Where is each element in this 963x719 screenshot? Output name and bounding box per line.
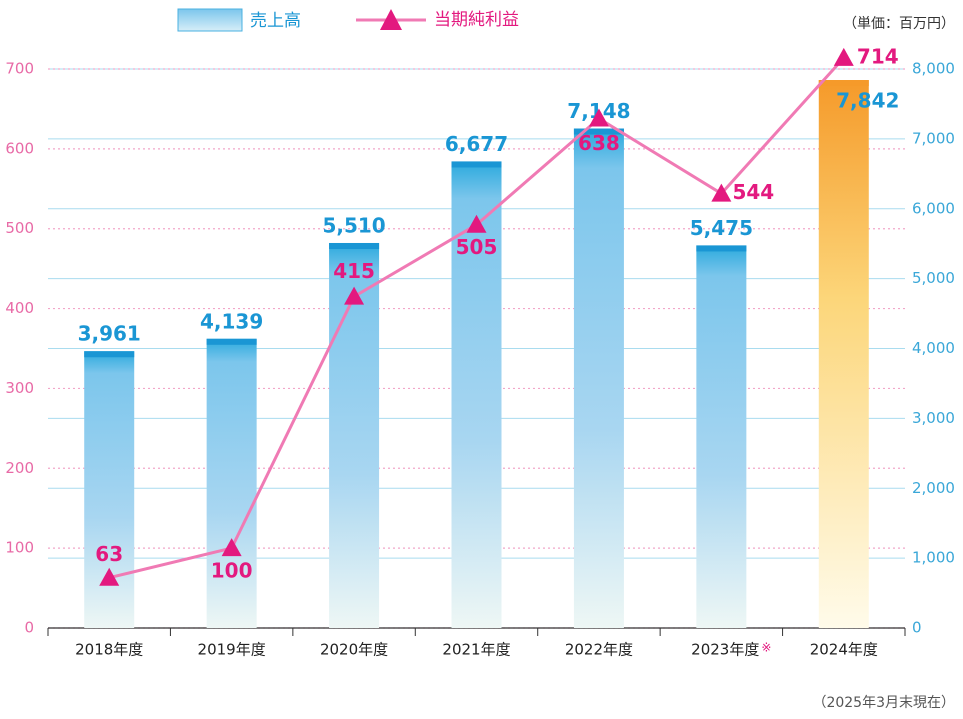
- category-annotation: ※: [761, 641, 771, 655]
- line-value-label: 638: [578, 131, 620, 155]
- bar: [206, 338, 257, 628]
- bar-cap: [206, 338, 257, 345]
- line-marker: [711, 183, 732, 202]
- y2-tick-label: 8,000: [912, 60, 955, 78]
- y-tick-label: 300: [5, 379, 34, 397]
- line-marker: [99, 567, 120, 586]
- x-tick-label: 2022年度: [565, 641, 633, 659]
- line-value-label: 415: [333, 259, 375, 283]
- x-tick-label: 2018年度: [75, 641, 143, 659]
- y-tick-label: 400: [5, 299, 34, 317]
- bar: [329, 242, 380, 628]
- footnote: （2025年3月末現在）: [812, 695, 955, 711]
- y-tick-label: 700: [5, 60, 34, 78]
- legend: 売上高 当期純利益: [177, 8, 519, 32]
- y-tick-label: 200: [5, 459, 34, 477]
- bar-value-label: 5,510: [322, 213, 385, 237]
- y2-tick-label: 0: [912, 619, 922, 637]
- unit-note: （単価：百万円）: [843, 16, 955, 32]
- legend-marker: [380, 9, 402, 30]
- y-tick-label: 600: [5, 139, 34, 157]
- y2-tick-label: 7,000: [912, 129, 955, 147]
- line-value-label: 544: [732, 180, 774, 204]
- bar-value-label: 5,475: [690, 216, 753, 240]
- line-value-label: 714: [857, 44, 899, 68]
- y2-tick-label: 2,000: [912, 479, 955, 497]
- legend-swatch: [177, 8, 243, 32]
- line-value-label: 505: [456, 235, 498, 259]
- line-marker: [344, 286, 365, 305]
- x-tick-label: 2020年度: [320, 641, 388, 659]
- x-tick-label: 2024年度: [810, 641, 878, 659]
- bar-cap: [451, 161, 502, 168]
- x-tick-label: 2023年度: [691, 641, 759, 659]
- bar: [818, 80, 869, 628]
- x-tick-label: 2021年度: [442, 641, 510, 659]
- line-marker: [466, 214, 487, 233]
- bar-cap: [696, 245, 747, 252]
- line-marker: [588, 108, 609, 127]
- bar-cap: [818, 80, 869, 87]
- bar: [573, 128, 624, 628]
- y2-tick-label: 4,000: [912, 339, 955, 357]
- y2-tick-label: 3,000: [912, 409, 955, 427]
- y-tick-label: 500: [5, 219, 34, 237]
- x-tick-label: 2019年度: [198, 641, 266, 659]
- bar: [696, 245, 747, 628]
- line-value-label: 63: [95, 542, 123, 566]
- y2-tick-label: 6,000: [912, 199, 955, 217]
- line-marker: [833, 47, 854, 66]
- bar-cap: [329, 242, 380, 249]
- bar-value-label: 7,842: [836, 89, 899, 113]
- line-marker: [221, 538, 242, 557]
- y2-tick-label: 1,000: [912, 549, 955, 567]
- bar: [84, 351, 135, 628]
- bar: [451, 161, 502, 628]
- y-tick-label: 0: [24, 619, 34, 637]
- bar-value-label: 3,961: [78, 322, 141, 346]
- y2-tick-label: 5,000: [912, 269, 955, 287]
- line-value-label: 100: [211, 559, 253, 583]
- bar-value-label: 6,677: [445, 132, 508, 156]
- bar-cap: [84, 351, 135, 358]
- bar-cap: [573, 128, 624, 135]
- y-tick-label: 100: [5, 539, 34, 557]
- legend-label: 当期純利益: [434, 10, 519, 30]
- legend-label: 売上高: [250, 11, 301, 31]
- bar-value-label: 4,139: [200, 309, 263, 333]
